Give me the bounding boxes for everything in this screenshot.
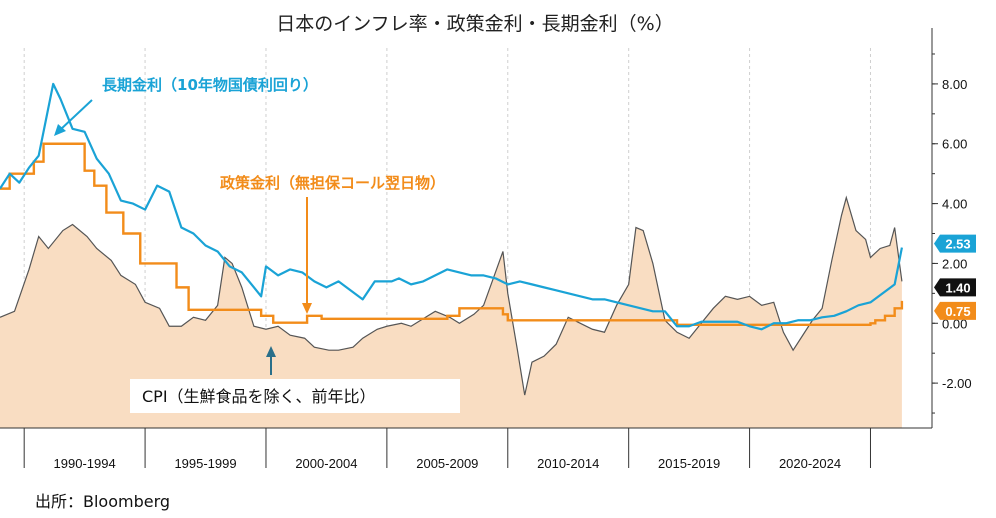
- value-badge-shape: [934, 301, 976, 320]
- x-category-label: 2005-2009: [416, 456, 478, 471]
- x-category-label: 2010-2014: [537, 456, 599, 471]
- long-rate-line: [0, 82, 903, 331]
- y-tick-label: 2.00: [942, 256, 967, 271]
- cpi-line: [0, 195, 903, 396]
- x-category-label: 1995-1999: [174, 456, 236, 471]
- value-badge: 0.75: [934, 301, 976, 320]
- long-rate-arrowhead: [54, 124, 66, 136]
- cpi-label-box: [130, 379, 460, 413]
- policy-rate-annotation: 政策金利（無担保コール翌日物）: [220, 174, 445, 192]
- y-tick-label: 0.00: [942, 316, 967, 331]
- cpi-area: [0, 197, 902, 428]
- policy-rate-arrowhead: [302, 303, 312, 314]
- x-category-label: 2015-2019: [658, 456, 720, 471]
- cpi-arrowhead: [266, 346, 276, 357]
- value-badge-shape: [934, 278, 976, 297]
- value-badge: 2.53: [934, 234, 976, 253]
- policy-rate-line: [0, 142, 904, 326]
- value-badge-label: 2.53: [945, 237, 970, 252]
- long-rate-arrow: [59, 99, 93, 131]
- y-tick-label: 4.00: [942, 197, 967, 212]
- value-badge-label: 0.75: [945, 304, 970, 319]
- axes: 1990-1994 1995-1999 2000-2004 2005-2009 2010…: [0, 28, 972, 471]
- long-rate-annotation: 長期金利（10年物国債利回り）: [102, 76, 318, 94]
- annotations: 長期金利（10年物国債利回り） 政策金利（無担保コール翌日物） CPI（生鮮食品…: [54, 76, 460, 413]
- x-category-label: 2020-2024: [779, 456, 841, 471]
- y-tick-label: 8.00: [942, 77, 967, 92]
- chart-title: 日本のインフレ率・政策金利・長期金利（%）: [276, 13, 674, 35]
- y-tick-label: 6.00: [942, 137, 967, 152]
- x-category-label: 2000-2004: [295, 456, 357, 471]
- source-note: 出所：Bloomberg: [35, 492, 170, 511]
- end-value-badges: 2.53 1.40 0.75: [934, 234, 976, 320]
- y-tick-label: -2.00: [942, 376, 972, 391]
- value-badge-label: 1.40: [945, 280, 970, 295]
- x-category-label: 1990-1994: [54, 456, 116, 471]
- value-badge-shape: [934, 234, 976, 253]
- series-layer: [0, 82, 904, 428]
- cpi-annotation: CPI（生鮮食品を除く、前年比）: [142, 387, 376, 406]
- value-badge: 1.40: [934, 278, 976, 297]
